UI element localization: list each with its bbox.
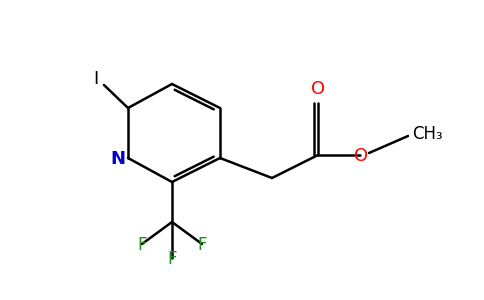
Text: N: N: [110, 150, 125, 168]
Text: F: F: [137, 236, 147, 254]
Text: CH₃: CH₃: [412, 125, 443, 143]
Text: O: O: [354, 147, 368, 165]
Text: I: I: [93, 70, 99, 88]
Text: F: F: [167, 250, 177, 268]
Text: O: O: [311, 80, 325, 98]
Text: F: F: [197, 236, 207, 254]
